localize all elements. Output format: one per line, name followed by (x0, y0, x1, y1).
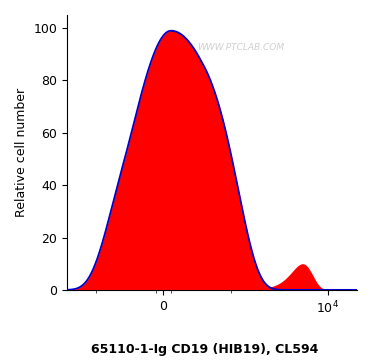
Text: 65110-1-Ig CD19 (HIB19), CL594: 65110-1-Ig CD19 (HIB19), CL594 (91, 343, 318, 356)
Text: WWW.PTCLAB.COM: WWW.PTCLAB.COM (198, 44, 285, 53)
Y-axis label: Relative cell number: Relative cell number (15, 88, 28, 217)
